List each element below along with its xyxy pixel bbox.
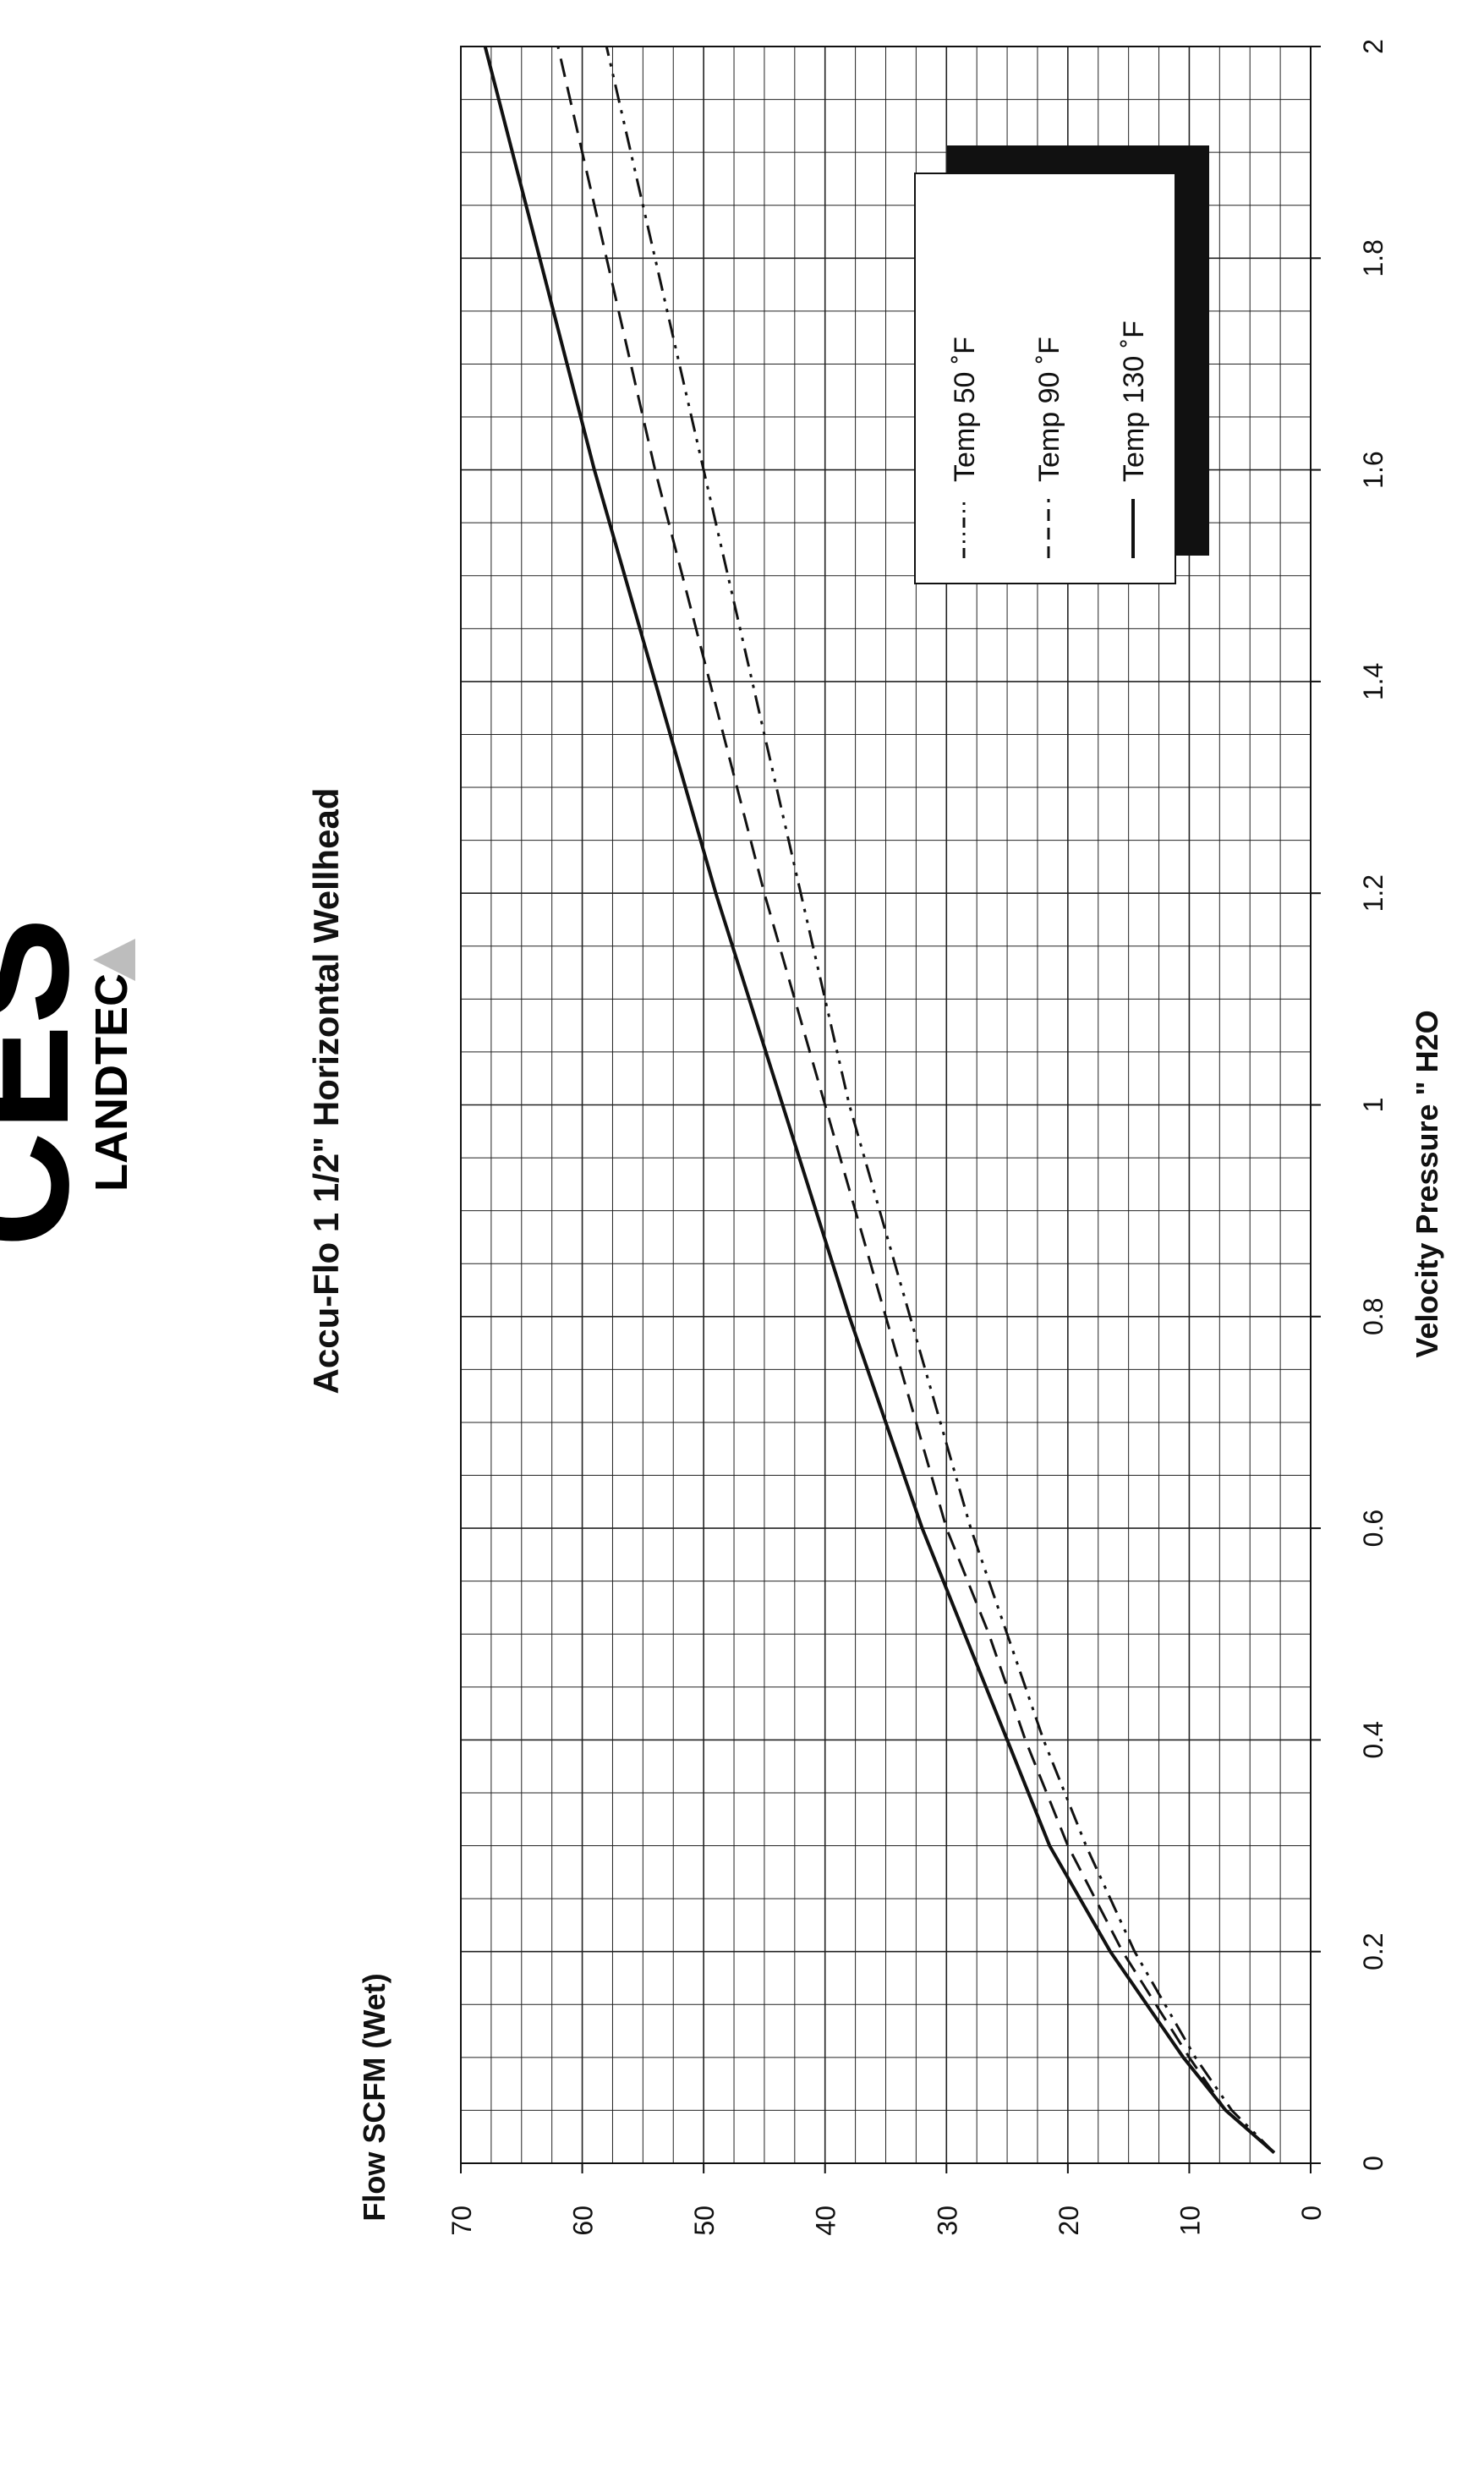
legend-label-3: Temp 130 ˚F — [1118, 321, 1150, 482]
x-tick-label: 1.6 — [1358, 451, 1388, 488]
logo: CES LANDTEC — [0, 918, 137, 1248]
legend-label-2: Temp 90 ˚F — [1033, 337, 1065, 482]
x-tick-label: 0 — [1358, 2156, 1388, 2171]
y-tick-label: 70 — [446, 2206, 477, 2236]
x-tick-label: 1 — [1358, 1098, 1388, 1113]
y-axis-label: Flow SCFM (Wet) — [357, 1973, 392, 2221]
x-tick-label: 1.8 — [1358, 239, 1388, 277]
x-tick-label: 0.6 — [1358, 1510, 1388, 1547]
legend-label-1: Temp 50 ˚F — [949, 337, 981, 482]
y-tick-label: 40 — [811, 2206, 841, 2236]
x-tick-label: 0.4 — [1358, 1721, 1388, 1758]
y-tick-label: 50 — [689, 2206, 720, 2236]
x-tick-label: 1.4 — [1358, 663, 1388, 700]
x-tick-label: 1.2 — [1358, 874, 1388, 912]
y-axis-ticks: 0 10 20 30 40 50 60 70 — [446, 2163, 1327, 2236]
y-tick-label: 60 — [568, 2206, 599, 2236]
x-axis-ticks: 0 0.2 0.4 0.6 0.8 1 1.2 1.4 1.6 1.8 2 — [1311, 39, 1388, 2171]
y-tick-label: 0 — [1296, 2206, 1327, 2221]
legend: Temp 50 ˚F Temp 90 ˚F Temp 130 ˚F — [914, 145, 1209, 584]
logo-subtext: LANDTEC — [86, 973, 137, 1192]
series-line-3 — [483, 46, 1276, 2155]
y-tick-label: 30 — [932, 2206, 962, 2236]
y-tick-label: 10 — [1175, 2206, 1205, 2236]
logo-mark: CES — [0, 918, 102, 1248]
series-line-2 — [556, 46, 1275, 2154]
legend-shadow — [1175, 145, 1209, 556]
x-axis-label: Velocity Pressure " H2O — [1410, 1010, 1444, 1357]
chart-title: Accu-Flo 1 1/2" Horizontal Wellhead — [306, 788, 346, 1395]
series-layer — [483, 46, 1276, 2155]
x-tick-label: 2 — [1358, 39, 1388, 54]
y-tick-label: 20 — [1054, 2206, 1084, 2236]
x-tick-label: 0.8 — [1358, 1298, 1388, 1335]
logo-triangle — [93, 939, 135, 981]
x-tick-label: 0.2 — [1358, 1932, 1388, 1970]
